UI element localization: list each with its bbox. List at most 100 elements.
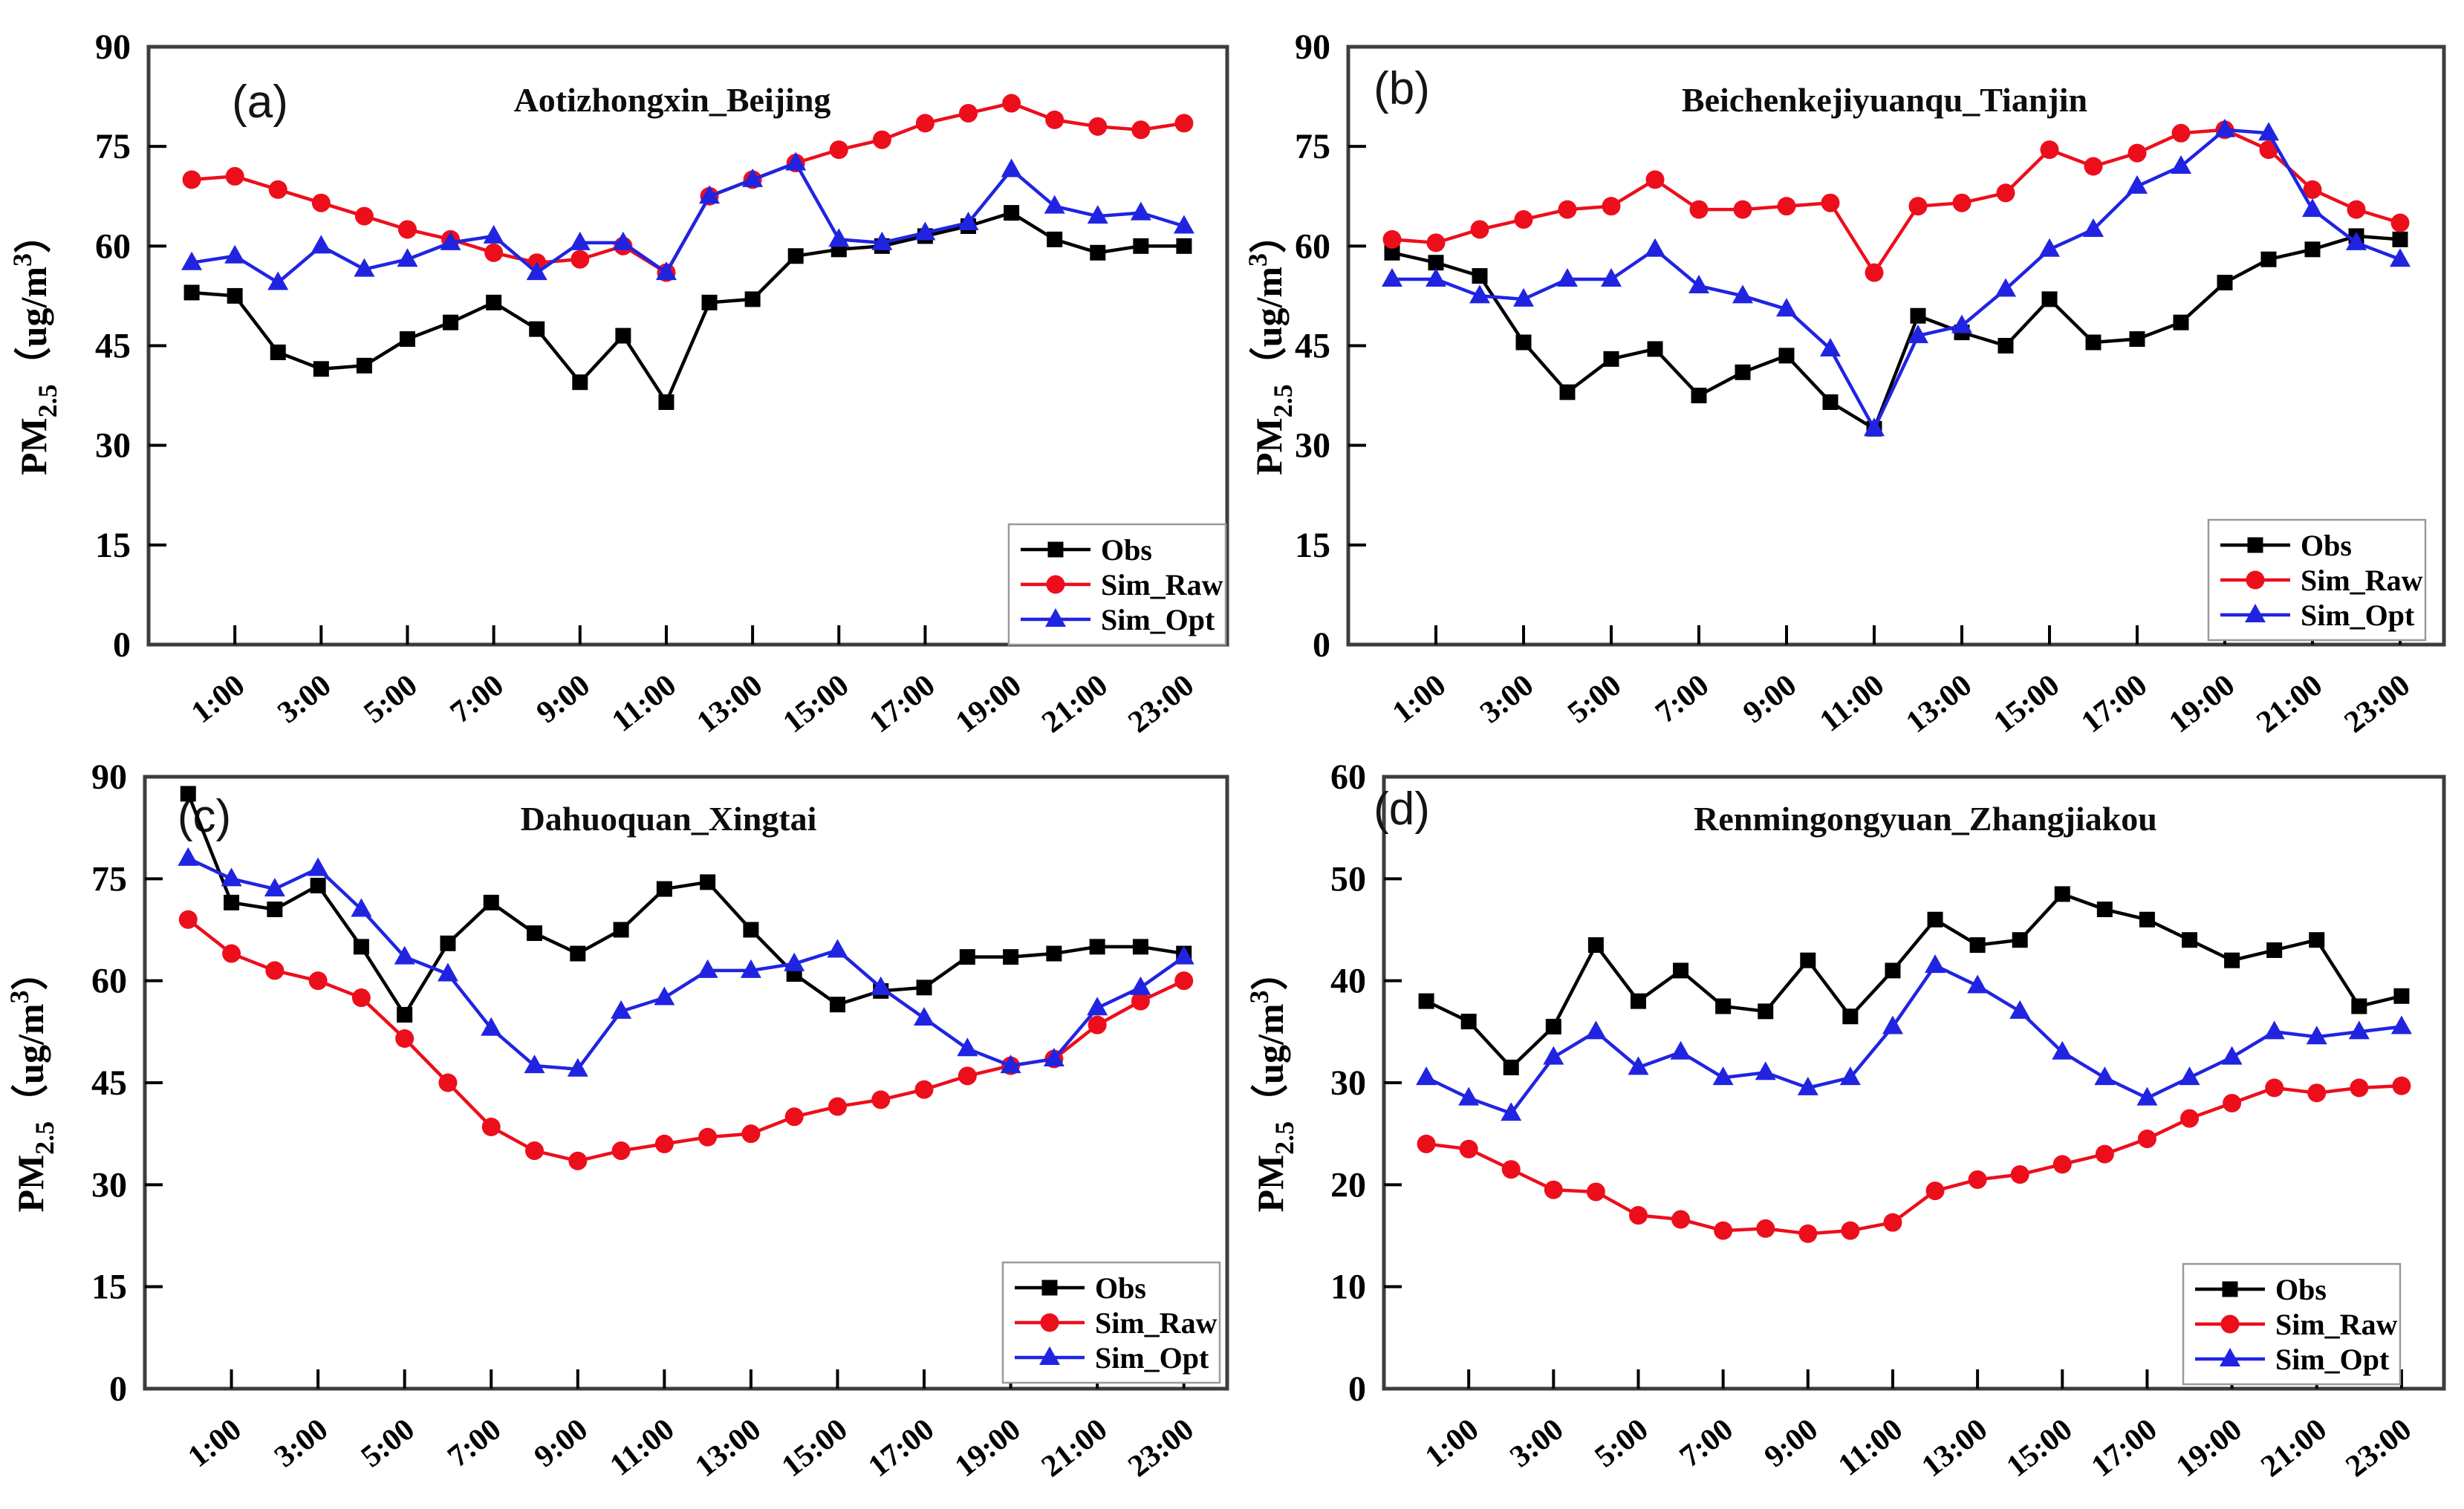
legend-sim_opt-label: Sim_Opt [1095, 1341, 1209, 1375]
sim_raw-marker [872, 130, 891, 149]
obs-marker [2224, 952, 2240, 968]
panel-b-y-tick-label: 0 [1313, 625, 1330, 665]
panel-a-series-sim_opt [181, 151, 1194, 290]
sim_opt-marker [2052, 1040, 2073, 1060]
panel-b-x-tick-label: 7:00 [1649, 668, 1715, 731]
obs-marker [483, 894, 499, 910]
sim_raw-marker [2390, 213, 2410, 232]
panel-b-x-tick-label: 5:00 [1561, 668, 1628, 731]
sim_raw-marker [1514, 210, 1533, 229]
sim_raw-marker [2259, 140, 2278, 160]
obs-marker [1090, 244, 1106, 261]
obs-marker [399, 331, 415, 348]
sim_opt-marker [2171, 155, 2191, 174]
panel-d-x-tick-label: 17:00 [2085, 1412, 2164, 1484]
panel-c-chart: 0 15 30 45 60 75 90 1:00 3:00 5:00 7:00 9:00 11:00 13… [4, 757, 1229, 1484]
legend-sim_raw-marker [2246, 570, 2265, 590]
panel-c-y-tick-label: 0 [109, 1369, 127, 1409]
panel-c-y-tick-label: 75 [91, 859, 127, 899]
panel-b-y-tick-label: 30 [1295, 426, 1330, 466]
sim_opt-marker [267, 271, 289, 290]
obs-marker [1800, 952, 1816, 968]
sim_opt-marker [1645, 238, 1665, 257]
sim_raw-marker [1628, 1206, 1648, 1225]
sim_raw-marker [1756, 1219, 1775, 1238]
obs-marker [267, 902, 283, 918]
sim_opt-marker [1688, 275, 1709, 293]
panel-d-x-tick-label: 13:00 [1916, 1412, 1995, 1484]
sim_raw-marker [914, 1080, 934, 1099]
obs-marker [787, 248, 804, 264]
obs-marker [2182, 932, 2198, 948]
legend-obs-marker [2247, 537, 2263, 553]
panel-c-y-tick-label: 90 [91, 757, 127, 797]
panel-d-x-tick-label: 11:00 [1832, 1412, 1909, 1483]
sim_raw-marker [1002, 94, 1021, 113]
sim_opt-marker [1601, 268, 1622, 287]
panel-a-y-tick-label: 0 [113, 625, 131, 665]
panel-b-y-tick-label: 75 [1295, 127, 1330, 166]
legend-item-obs: Obs [2220, 529, 2352, 562]
sim_raw-marker [1671, 1210, 1691, 1229]
sim_opt-marker [181, 251, 203, 270]
sim_raw-marker [2171, 123, 2191, 143]
panel-d-y-tick-label: 50 [1330, 859, 1366, 899]
legend-sim_opt-label: Sim_Opt [2275, 1343, 2390, 1376]
obs-marker [2012, 932, 2028, 948]
panel-a-y-tick-label: 75 [95, 127, 131, 166]
sim_opt-marker [2083, 218, 2104, 237]
panel-a-series-obs-line [191, 211, 1184, 406]
sim_opt-marker [354, 258, 375, 277]
panel-a-x-tick-label: 13:00 [691, 668, 770, 735]
sim_opt-marker [483, 224, 504, 244]
panel-c-x-tick-label: 23:00 [1122, 1412, 1200, 1484]
sim_opt-marker [1755, 1061, 1776, 1081]
sim_opt-marker [2306, 1026, 2327, 1045]
panel-a-y-tick-label: 90 [95, 27, 131, 67]
sim_raw-marker [178, 910, 198, 929]
sim_raw-marker [1174, 971, 1194, 991]
panel-d-x-tick-label: 7:00 [1674, 1412, 1740, 1475]
obs-marker [1715, 998, 1732, 1014]
sim_raw-marker [265, 961, 285, 980]
sim_opt-marker [481, 1017, 502, 1036]
sim_raw-marker [222, 944, 241, 963]
panel-b-series-sim_opt-line [1392, 128, 2401, 433]
sim_opt-marker [784, 952, 805, 971]
obs-marker [1047, 231, 1063, 247]
obs-marker [486, 294, 502, 310]
sim_raw-marker [829, 140, 848, 160]
sim_raw-marker [1777, 197, 1796, 216]
sim_opt-marker [740, 959, 761, 978]
sim_opt-marker [1967, 974, 1989, 994]
sim_opt-marker [611, 1000, 632, 1019]
panel-a-series-sim_opt-line [191, 160, 1185, 285]
panel-a-x-tick-label: 9:00 [530, 668, 597, 731]
sim_raw-marker [225, 166, 244, 186]
obs-marker [313, 361, 329, 377]
sim_raw-marker [2265, 1078, 2284, 1098]
sim_raw-marker [1174, 114, 1194, 133]
sim_opt-marker [2348, 1020, 2370, 1040]
panel-b-y-axis-title: PM2.5（ug/m3） [1243, 216, 1298, 475]
sim_opt-marker [1839, 1066, 1861, 1086]
obs-marker [1691, 388, 1707, 404]
sim_raw-marker [438, 1073, 458, 1092]
obs-marker [1176, 238, 1192, 254]
panel-c-x-tick-label: 13:00 [689, 1412, 768, 1484]
sim_opt-marker [311, 235, 332, 254]
sim_raw-marker [568, 1151, 588, 1170]
sim_raw-marker [1733, 200, 1752, 219]
sim_opt-marker [1469, 284, 1490, 304]
obs-marker [1133, 238, 1149, 254]
sim_opt-marker [1712, 1066, 1734, 1086]
sim_opt-marker [1995, 278, 2016, 297]
obs-marker [1778, 348, 1795, 364]
sim_opt-marker [612, 231, 634, 250]
sim_raw-marker [871, 1090, 891, 1109]
legend-sim_raw-marker [1040, 1313, 1059, 1332]
panel-b-y-tick-label: 90 [1295, 27, 1330, 67]
legend-sim_opt-label: Sim_Opt [1101, 603, 1215, 636]
